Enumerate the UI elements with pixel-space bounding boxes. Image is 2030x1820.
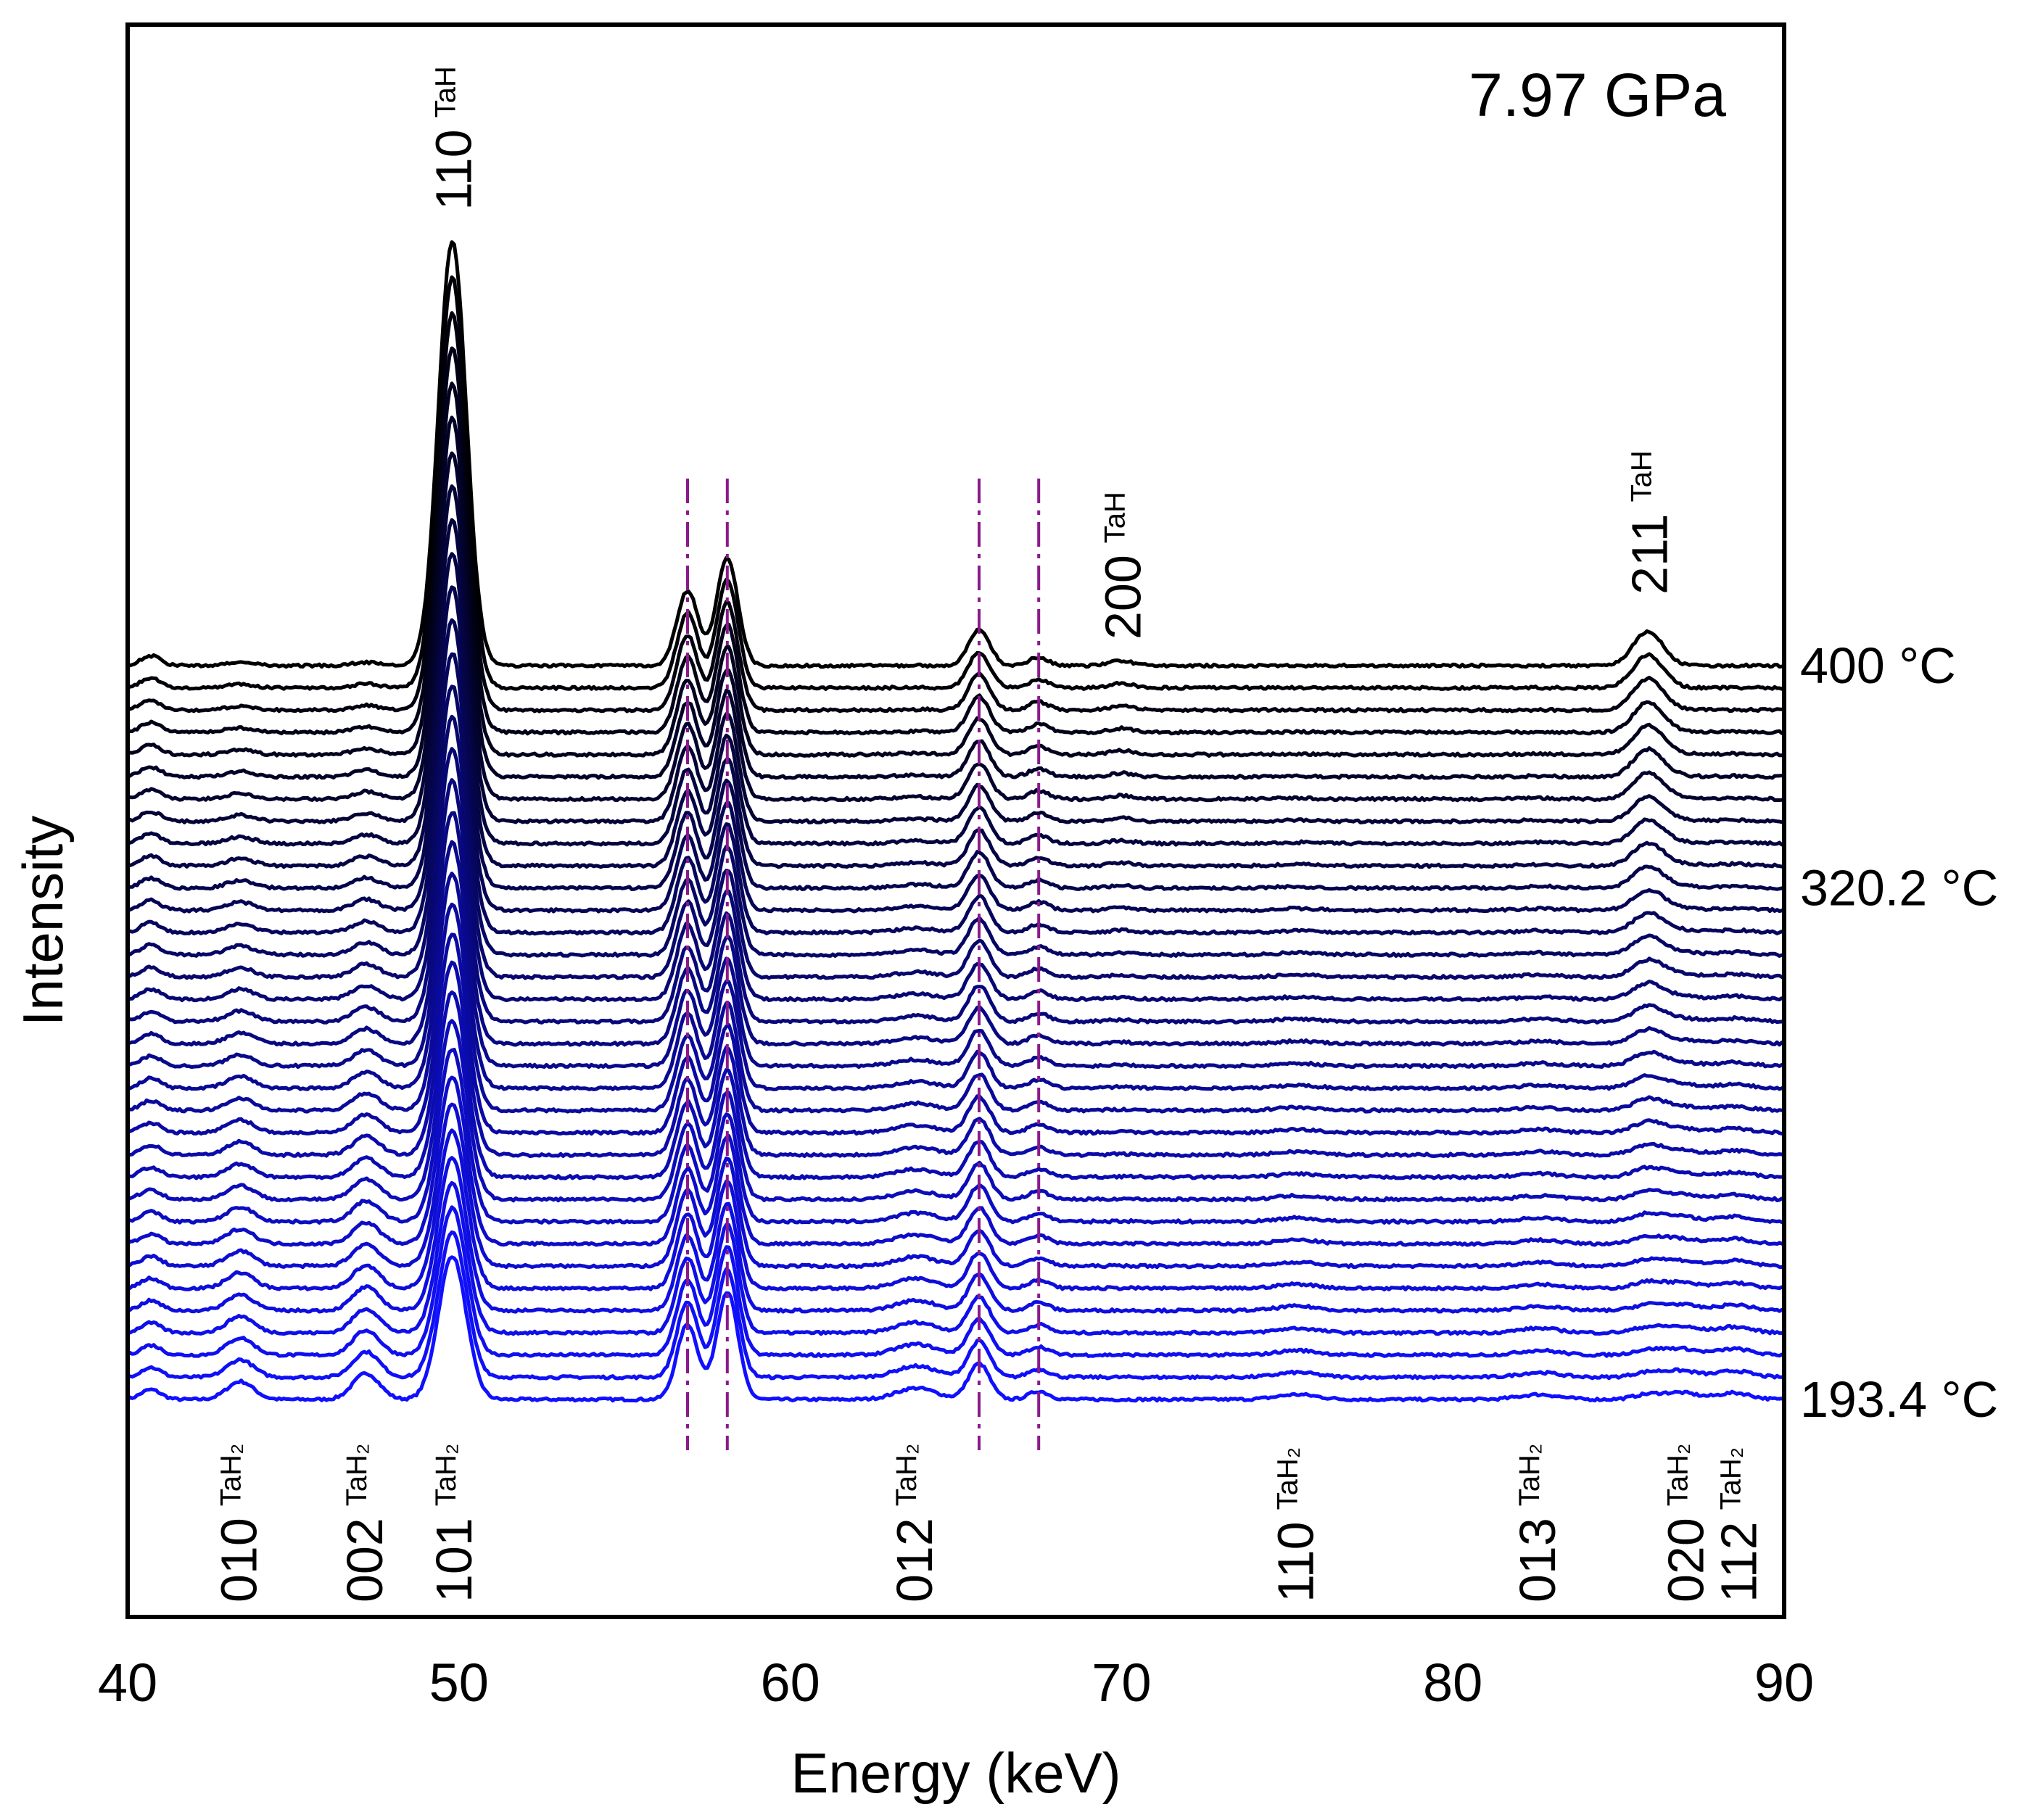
tah2-peak-label-101: 101TaH₂ xyxy=(426,1444,482,1602)
spectrum-trace-4 xyxy=(127,1156,1785,1314)
spectrum-trace-19 xyxy=(127,714,1786,980)
spectrum-trace-26 xyxy=(126,484,1785,824)
spectrum-trace-28 xyxy=(127,415,1784,780)
tah2-peak-label-112: 112TaH₂ xyxy=(1711,1447,1767,1602)
reference-lines xyxy=(685,479,1041,1450)
x-axis-title: Energy (keV) xyxy=(791,1741,1121,1805)
spectrum-trace-21 xyxy=(126,652,1785,936)
spectrum-trace-25 xyxy=(127,518,1785,847)
temperature-label-2: 193.4 °C xyxy=(1800,1371,1998,1428)
spectrum-trace-7 xyxy=(126,1075,1786,1247)
spectra-traces xyxy=(126,240,1786,1403)
x-axis-ticks: 40 50 60 70 80 90 xyxy=(98,1653,1814,1713)
tah2-peak-label-002: 002TaH₂ xyxy=(337,1444,393,1602)
spectrum-trace-14 xyxy=(126,872,1786,1091)
spectrum-trace-8 xyxy=(127,1048,1785,1225)
temperature-label-0: 400 °C xyxy=(1800,637,1956,694)
spectrum-trace-29 xyxy=(127,381,1785,758)
spectrum-trace-16 xyxy=(127,811,1786,1047)
x-tick-label-70: 70 xyxy=(1092,1653,1151,1713)
spectrum-trace-6 xyxy=(127,1102,1786,1270)
tah2-peak-label-013: 013TaH₂ xyxy=(1509,1444,1566,1602)
x-tick-label-80: 80 xyxy=(1423,1653,1482,1713)
tah-peak-label-200: 200TaH xyxy=(1094,492,1151,640)
x-tick-label-60: 60 xyxy=(760,1653,820,1713)
spectrum-trace-33 xyxy=(126,240,1785,669)
spectrum-trace-17 xyxy=(127,778,1786,1025)
temperature-label-1: 320.2 °C xyxy=(1800,860,1998,917)
spectrum-trace-12 xyxy=(127,932,1785,1136)
spectrum-trace-31 xyxy=(126,311,1785,713)
spectrum-trace-24 xyxy=(127,552,1785,869)
tah2-peak-label-010: 010TaH₂ xyxy=(210,1444,267,1602)
y-axis-title: Intensity xyxy=(11,816,75,1026)
tah-peak-label-110: 110TaH xyxy=(426,66,482,210)
tah2-peak-label-020: 020TaH₂ xyxy=(1657,1444,1714,1602)
spectrum-trace-1 xyxy=(127,1230,1785,1381)
spectrum-trace-18 xyxy=(126,747,1785,1003)
pressure-title: 7.97 GPa xyxy=(1469,61,1726,129)
spectrum-trace-22 xyxy=(127,618,1786,914)
plot-frame xyxy=(125,22,1786,1619)
spectrum-trace-0 xyxy=(126,1255,1786,1403)
x-tick-label-90: 90 xyxy=(1754,1653,1814,1713)
x-tick-label-40: 40 xyxy=(98,1653,157,1713)
x-tick-label-50: 50 xyxy=(429,1653,489,1713)
spectrum-trace-15 xyxy=(127,840,1785,1070)
spectrum-trace-10 xyxy=(127,990,1785,1180)
tah-peak-label-211: 211TaH xyxy=(1622,450,1678,595)
spectrum-trace-30 xyxy=(127,346,1785,736)
peak-labels: 110TaH 200TaH 211TaH 010TaH₂ 002TaH₂ 101TaH₂ 0… xyxy=(210,66,1767,1602)
spectrum-trace-9 xyxy=(126,1019,1786,1203)
spectrum-trace-32 xyxy=(126,275,1786,691)
spectrum-trace-13 xyxy=(127,902,1785,1114)
spectrum-trace-27 xyxy=(127,451,1786,803)
spectrum-trace-11 xyxy=(127,960,1785,1158)
spectrum-trace-3 xyxy=(126,1180,1785,1336)
temperature-labels: 400 °C 320.2 °C 193.4 °C xyxy=(1800,637,1998,1428)
spectrum-trace-23 xyxy=(128,585,1785,891)
spectrum-trace-5 xyxy=(127,1128,1785,1291)
spectrum-trace-2 xyxy=(126,1205,1786,1358)
spectrum-trace-20 xyxy=(127,684,1785,958)
tah2-peak-label-012: 012TaH₂ xyxy=(886,1444,943,1602)
tah2-peak-label-110: 110TaH₂ xyxy=(1268,1447,1324,1602)
